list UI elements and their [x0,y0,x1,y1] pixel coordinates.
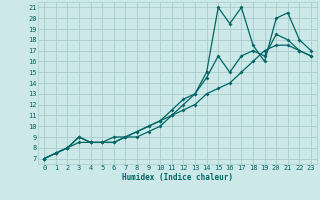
X-axis label: Humidex (Indice chaleur): Humidex (Indice chaleur) [122,173,233,182]
